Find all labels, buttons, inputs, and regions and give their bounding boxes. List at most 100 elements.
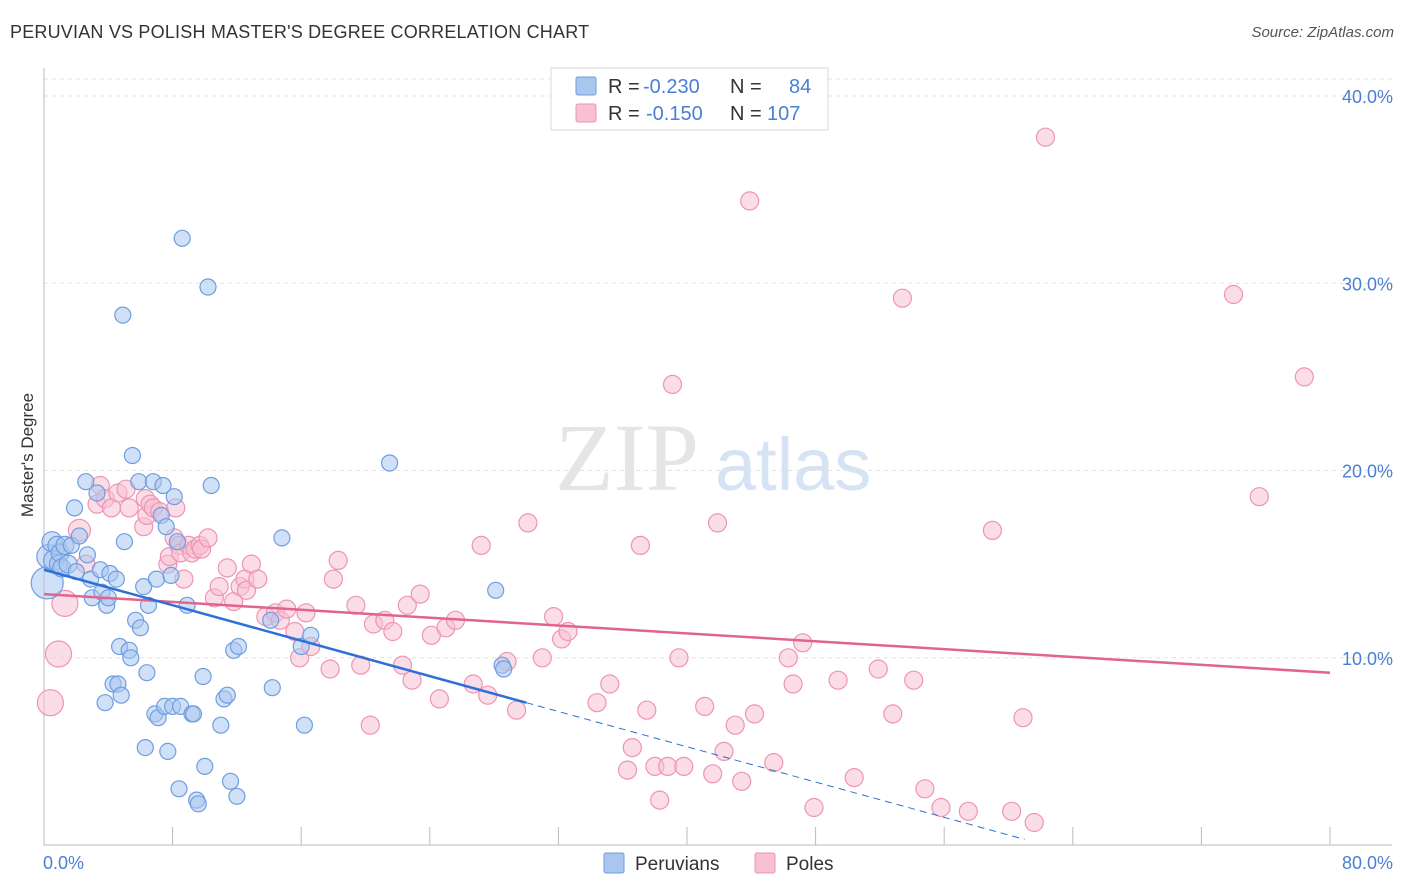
- poles-point: [662, 374, 683, 394]
- peruvians-point: [154, 476, 172, 495]
- poles-point: [209, 576, 229, 597]
- poles-point: [617, 760, 638, 780]
- poles-point: [658, 756, 678, 777]
- poles-point: [783, 674, 803, 694]
- legend-n-value-peruvians: 84: [789, 76, 811, 98]
- poles-point: [778, 648, 798, 668]
- poles-point: [844, 767, 864, 788]
- legend-r-label-peruvians: R =: [608, 76, 640, 98]
- trend-lines: [43, 568, 1331, 840]
- poles-point: [1024, 812, 1044, 833]
- peruvians-point: [136, 738, 154, 757]
- poles-point: [471, 535, 491, 556]
- poles-point: [707, 513, 728, 533]
- poles-point: [703, 764, 723, 784]
- bottom-legend-label-peruvians: Peruvians: [635, 854, 720, 875]
- poles-point: [674, 756, 694, 777]
- peruvians-points: [30, 229, 513, 813]
- peruvians-point: [229, 637, 248, 656]
- peruvians-point: [218, 686, 236, 704]
- poles-point: [383, 621, 403, 642]
- peruvians-point: [70, 527, 89, 545]
- peruvians-point: [112, 686, 130, 704]
- poles-point: [328, 550, 348, 571]
- y-tick-label: 40.0%: [1342, 87, 1393, 107]
- poles-point: [1002, 801, 1022, 821]
- poles-point: [744, 704, 765, 724]
- poles-point: [478, 685, 498, 705]
- peruvians-point: [77, 473, 95, 491]
- poles-point: [868, 659, 888, 679]
- poles-point: [119, 498, 139, 518]
- poles-point: [532, 648, 552, 668]
- poles-point: [828, 670, 848, 690]
- x-tick-label-end: 80.0%: [1342, 853, 1393, 873]
- poles-point: [732, 771, 752, 791]
- peruvians-point: [495, 660, 513, 678]
- poles-point: [44, 640, 73, 668]
- peruvians-point: [88, 484, 106, 502]
- poles-point: [1249, 487, 1269, 507]
- peruvians-point: [65, 499, 84, 517]
- poles-point: [669, 648, 689, 668]
- poles-point: [892, 288, 913, 308]
- peruvians-point: [263, 679, 281, 697]
- watermark: ZIP atlas: [555, 404, 871, 511]
- poles-point: [543, 606, 564, 627]
- poles-point: [982, 520, 1003, 541]
- poles-point: [518, 513, 538, 533]
- bottom-legend-swatch-poles: [754, 852, 776, 874]
- poles-point: [958, 801, 978, 821]
- peruvians-point: [107, 570, 125, 588]
- peruvians-trend-extension: [526, 702, 1025, 840]
- x-tick-label-start: 0.0%: [43, 853, 84, 873]
- y-tick-label: 10.0%: [1342, 649, 1393, 669]
- poles-point: [410, 584, 430, 604]
- peruvians-point: [189, 795, 207, 813]
- y-tick-label: 30.0%: [1342, 274, 1393, 294]
- peruvians-point: [159, 742, 177, 761]
- poles-point: [217, 558, 237, 578]
- poles-trend-line: [43, 592, 1331, 674]
- peruvians-point: [162, 566, 180, 585]
- poles-point: [296, 603, 316, 623]
- peruvians-point: [194, 667, 212, 686]
- legend-n-label-poles: N =: [730, 103, 762, 125]
- poles-point: [764, 752, 784, 773]
- poles-point: [587, 693, 607, 713]
- poles-point: [248, 569, 268, 589]
- poles-point: [1013, 708, 1033, 728]
- poles-point: [650, 790, 670, 810]
- poles-point: [630, 535, 651, 556]
- poles-point: [804, 797, 824, 818]
- peruvians-point: [115, 533, 134, 551]
- peruvians-point: [135, 577, 153, 596]
- poles-point: [622, 737, 642, 758]
- peruvians-point: [157, 518, 175, 536]
- poles-point: [1035, 127, 1056, 147]
- poles-point: [931, 797, 951, 818]
- peruvians-point: [131, 619, 149, 637]
- peruvians-point: [122, 649, 140, 667]
- poles-point: [1223, 284, 1244, 305]
- legend-n-value-poles: 107: [767, 103, 800, 125]
- legend-n-label-peruvians: N =: [730, 76, 762, 98]
- poles-point: [904, 670, 924, 690]
- poles-point: [714, 741, 734, 762]
- peruvians-point: [228, 787, 246, 805]
- peruvians-point: [114, 306, 132, 324]
- chart-title: PERUVIAN VS POLISH MASTER'S DEGREE CORRE…: [10, 22, 590, 42]
- poles-point: [1294, 367, 1314, 387]
- legend-box: [550, 67, 829, 131]
- watermark-zip: ZIP: [555, 404, 699, 511]
- peruvians-trend-line: [43, 568, 527, 704]
- peruvians-point: [165, 488, 183, 506]
- poles-point: [740, 191, 760, 211]
- axes: [43, 68, 1392, 846]
- peruvians-point: [221, 772, 240, 790]
- y-axis-label: Master's Degree: [18, 393, 37, 517]
- peruvians-point: [138, 664, 156, 682]
- watermark-atlas: atlas: [715, 423, 871, 506]
- peruvians-point: [184, 705, 203, 723]
